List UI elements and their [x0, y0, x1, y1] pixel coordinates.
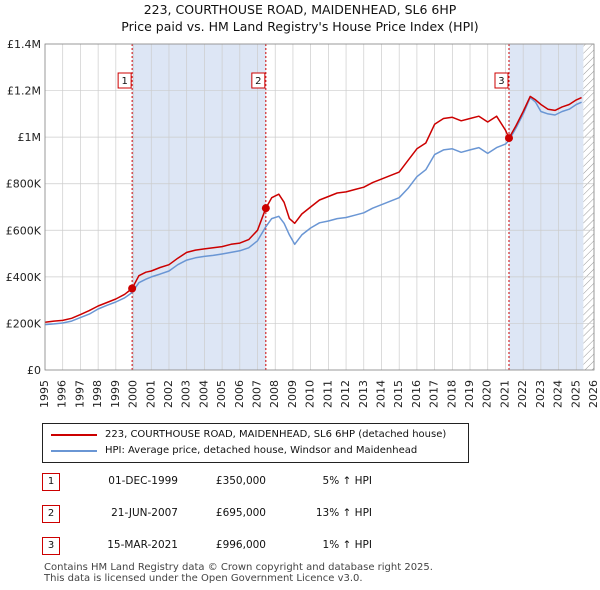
shaded-period: [508, 44, 584, 370]
forecast-hatch: [583, 44, 594, 370]
transaction-number-badge: 1: [42, 473, 60, 491]
x-tick-label: 1997: [73, 380, 86, 408]
chart-subtitle: Price paid vs. HM Land Registry's House …: [121, 19, 479, 34]
x-tick-label: 2011: [321, 380, 334, 408]
x-tick-label: 2021: [498, 380, 511, 408]
x-tick-label: 2002: [162, 380, 175, 408]
x-tick-label: 1995: [38, 380, 51, 408]
y-tick-label: £1M: [18, 131, 42, 144]
x-tick-label: 2018: [445, 380, 458, 408]
transaction-hpi-change: 5% ↑ HPI: [322, 475, 372, 487]
sale-marker-badge: [251, 72, 266, 89]
x-tick-label: 2001: [144, 380, 157, 408]
sale-point: [128, 284, 137, 293]
transaction-date: 21-JUN-2007: [111, 507, 178, 519]
x-tick-label: 2019: [463, 380, 476, 408]
y-tick-label: £600K: [6, 224, 42, 237]
x-tick-label: 2026: [587, 380, 600, 408]
x-tick-label: 2000: [127, 380, 140, 408]
legend-label-price: 223, COURTHOUSE ROAD, MAIDENHEAD, SL6 6H…: [105, 429, 447, 440]
sale-point: [261, 204, 270, 213]
price-chart: £0 £200K £400K £600K £800K £1M £1.2M £1.4M 1995…: [6, 38, 600, 408]
x-tick-label: 2023: [534, 380, 547, 408]
shaded-period: [132, 44, 266, 370]
x-tick-label: 2004: [197, 380, 210, 408]
x-tick-label: 2025: [569, 380, 582, 408]
y-tick-label: £1.2M: [7, 85, 41, 98]
x-tick-label: 1999: [109, 380, 122, 408]
legend-label-hpi: HPI: Average price, detached house, Wind…: [105, 445, 418, 456]
table-row: 2 21-JUN-2007 £695,000 13% ↑ HPI: [42, 505, 442, 523]
x-tick-label: 2015: [392, 380, 405, 408]
y-tick-label: £200K: [6, 317, 42, 330]
transaction-number-badge: 2: [42, 505, 60, 523]
legend-swatch-price: [51, 433, 97, 436]
price-paid-line: [44, 95, 582, 324]
table-row: 1 01-DEC-1999 £350,000 5% ↑ HPI: [42, 473, 442, 491]
x-tick-label: 2009: [286, 380, 299, 408]
chart-legend: 223, COURTHOUSE ROAD, MAIDENHEAD, SL6 6H…: [42, 423, 469, 463]
sale-marker-badge: [494, 72, 509, 89]
footer-licence: This data is licensed under the Open Gov…: [44, 573, 363, 584]
transaction-date: 15-MAR-2021: [107, 539, 178, 551]
x-tick-label: 2012: [339, 380, 352, 408]
x-tick-label: 1996: [56, 380, 69, 408]
chart-title-address: 223, COURTHOUSE ROAD, MAIDENHEAD, SL6 6H…: [143, 2, 457, 17]
transaction-price: £350,000: [215, 475, 266, 487]
legend-item-hpi: HPI: Average price, detached house, Wind…: [51, 445, 417, 456]
footer-copyright: Contains HM Land Registry data © Crown c…: [44, 562, 433, 573]
x-tick-label: 2022: [516, 380, 529, 408]
transaction-date: 01-DEC-1999: [108, 475, 178, 487]
transaction-hpi-change: 1% ↑ HPI: [322, 539, 372, 551]
hpi-line: [44, 96, 582, 326]
sale-marker-label: 2: [255, 76, 261, 87]
y-tick-label: £1.4M: [7, 38, 41, 51]
x-tick-label: 2006: [233, 380, 246, 408]
y-tick-label: £400K: [6, 271, 42, 284]
x-tick-label: 2024: [552, 380, 565, 408]
y-tick-label: £0: [27, 364, 41, 377]
footer-attribution: Contains HM Land Registry data © Crown c…: [44, 562, 433, 584]
x-tick-label: 2003: [180, 380, 193, 408]
sale-marker-label: 1: [121, 76, 127, 87]
sale-marker-label: 3: [498, 76, 504, 87]
x-tick-label: 2020: [481, 380, 494, 408]
sale-point: [504, 134, 513, 143]
x-tick-label: 2014: [374, 380, 387, 408]
x-tick-label: 2017: [428, 380, 441, 408]
table-row: 3 15-MAR-2021 £996,000 1% ↑ HPI: [42, 537, 442, 555]
legend-swatch-hpi: [51, 449, 97, 452]
transaction-price: £695,000: [215, 507, 266, 519]
transaction-hpi-change: 13% ↑ HPI: [315, 507, 372, 519]
x-tick-label: 2008: [268, 380, 281, 408]
legend-item-price: 223, COURTHOUSE ROAD, MAIDENHEAD, SL6 6H…: [51, 429, 446, 440]
x-tick-label: 2016: [410, 380, 423, 408]
y-tick-label: £800K: [6, 178, 42, 191]
transaction-price: £996,000: [215, 539, 266, 551]
x-tick-label: 1998: [91, 380, 104, 408]
x-tick-label: 2010: [304, 380, 317, 408]
x-tick-label: 2007: [251, 380, 264, 408]
sale-marker-badge: [117, 72, 132, 89]
x-tick-label: 2013: [357, 380, 370, 408]
x-tick-label: 2005: [215, 380, 228, 408]
transaction-number-badge: 3: [42, 537, 60, 555]
